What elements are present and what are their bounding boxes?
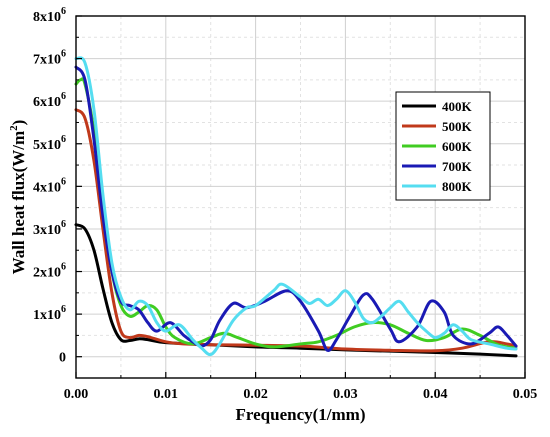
legend-label-800k: 800K <box>442 179 473 194</box>
series-line-500k <box>74 108 518 353</box>
x-tick-label: 0.04 <box>423 387 448 402</box>
y-tick-label: 8x106 <box>33 6 66 25</box>
y-axis-title-sup: 2 <box>8 125 20 131</box>
y-tick-label: 2x106 <box>33 262 66 281</box>
x-tick-label: 0.03 <box>333 387 358 402</box>
y-axis-title-main: Wall heat flux(W/m <box>9 131 28 275</box>
legend-label-500k: 500K <box>442 119 473 134</box>
x-tick-labels: 0.00 0.01 0.02 0.03 0.04 0.05 <box>64 387 538 402</box>
series-line-700k <box>74 65 518 352</box>
y-tick-label: 4x106 <box>33 176 66 195</box>
x-tick-label: 0.05 <box>513 387 538 402</box>
legend-label-600k: 600K <box>442 139 473 154</box>
ticks <box>75 15 526 378</box>
y-tick-label: 6x106 <box>33 91 66 110</box>
y-axis-title-end: ) <box>9 120 28 126</box>
y-tick-label: 3x106 <box>33 219 66 238</box>
y-tick-label: 0 <box>59 351 66 366</box>
x-tick-label: 0.01 <box>154 387 179 402</box>
x-tick-label: 0.00 <box>64 387 89 402</box>
series-line-800k <box>74 56 518 357</box>
series-layer <box>74 56 518 358</box>
legend-label-400k: 400K <box>442 99 473 114</box>
y-tick-label: 1x106 <box>33 304 66 323</box>
x-axis-title: Frequency(1/mm) <box>236 405 366 424</box>
legend-label-700k: 700K <box>442 159 473 174</box>
legend: 400K 500K 600K 700K 800K <box>395 91 491 201</box>
y-tick-label: 5x106 <box>33 134 66 153</box>
y-axis-title: Wall heat flux(W/m2) <box>8 120 28 275</box>
x-tick-label: 0.02 <box>243 387 268 402</box>
y-tick-label: 7x106 <box>33 49 66 68</box>
y-tick-labels: 0 1x106 2x106 3x106 4x106 5x106 6x106 7x106 8x10… <box>33 6 66 366</box>
